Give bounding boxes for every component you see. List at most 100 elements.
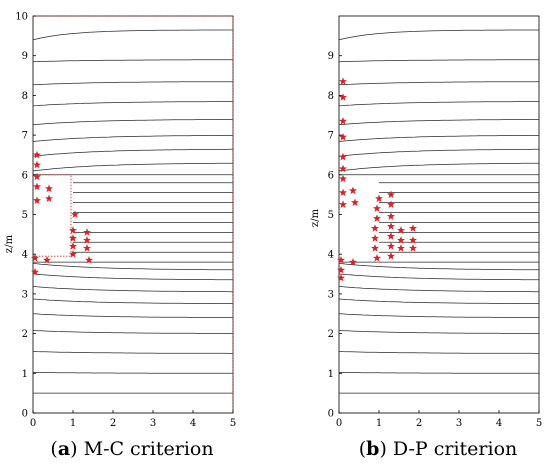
plastic-zone-star: [373, 214, 381, 222]
plastic-zone-star: [351, 198, 359, 206]
plastic-zone-star: [83, 236, 91, 244]
panel-a-caption-letter: a: [58, 438, 70, 460]
y-tick-label: 8: [328, 91, 334, 102]
y-tick-label: 6: [22, 170, 28, 181]
plastic-zone-star: [339, 93, 347, 101]
mesh-horizontal-line: [32, 101, 233, 107]
x-tick-label: 4: [190, 418, 196, 429]
plastic-zone-star: [339, 188, 347, 197]
mesh-horizontal-line: [32, 330, 233, 334]
y-tick-label: 0: [22, 409, 28, 420]
mesh-horizontal-line: [338, 351, 539, 354]
y-tick-label: 5: [328, 210, 334, 221]
mesh-horizontal-line: [32, 286, 233, 293]
mesh-horizontal-line: [32, 263, 233, 271]
panel-a-y-axis: 0 1 2 3 4 5 6 7 8 9 10: [15, 12, 36, 420]
plastic-zone-star: [373, 204, 381, 212]
mesh-horizontal-line: [338, 162, 540, 172]
mesh-horizontal-line: [338, 29, 539, 41]
mesh-horizontal-line: [338, 101, 539, 107]
mesh-horizontal-line: [32, 313, 233, 318]
top-boundary-dotted: [33, 15, 234, 413]
panel-a-dotted-outline: [33, 15, 234, 413]
mesh-horizontal-line: [32, 298, 233, 304]
plastic-zone-star: [387, 232, 395, 240]
plastic-zone-star: [387, 242, 395, 250]
plastic-zone-star: [349, 186, 357, 195]
plastic-zone-star: [83, 228, 91, 236]
plastic-zone-star: [45, 184, 53, 193]
x-tick-label: 2: [110, 418, 116, 429]
plastic-zone-star: [387, 190, 395, 199]
y-tick-label: 7: [22, 131, 28, 142]
y-tick-label: 5: [22, 210, 28, 221]
x-tick-label: 1: [70, 418, 76, 429]
plastic-zone-star: [371, 224, 379, 232]
y-tick-label: 3: [328, 289, 334, 300]
y-tick-label: 6: [328, 170, 334, 181]
plastic-zone-star: [339, 164, 347, 173]
mesh-horizontal-line: [338, 330, 539, 334]
x-tick-label: 3: [150, 418, 156, 429]
plastic-zone-star: [339, 117, 347, 125]
mesh-horizontal-line: [32, 119, 233, 126]
plastic-zone-star: [45, 194, 53, 203]
y-tick-label: 2: [328, 329, 334, 340]
panel-a-x-axis: 0 1 2 3 4 5: [30, 410, 236, 429]
plastic-zone-star: [337, 273, 345, 282]
plastic-zone-star: [43, 255, 51, 264]
plastic-zone-star: [409, 236, 417, 244]
x-tick-label: 5: [230, 418, 236, 429]
plastic-zone-star: [85, 255, 93, 264]
mesh-horizontal-line: [338, 273, 539, 281]
y-tick-label: 3: [22, 289, 28, 300]
panel-a-caption: (a) M-C criterion: [50, 438, 213, 460]
plastic-zone-star: [387, 212, 395, 220]
x-tick-label: 3: [456, 418, 462, 429]
mesh-horizontal-line: [338, 81, 539, 86]
plastic-zone-star: [371, 234, 379, 242]
plastic-zone-star: [387, 200, 395, 208]
panel-a-mc-criterion: 0 1 2 3 4 5 0 1 2 3 4 5 6 7 8 9 10 z/m (a) M-C criterio…: [4, 12, 236, 461]
x-tick-label: 4: [496, 418, 502, 429]
x-tick-label: 0: [30, 418, 36, 429]
mesh-horizontal-line: [338, 59, 539, 63]
mesh-horizontal-line: [32, 273, 233, 281]
mesh-horizontal-line: [338, 148, 539, 157]
y-tick-label: 4: [22, 250, 28, 261]
plastic-zone-star: [337, 265, 345, 274]
mesh-horizontal-line: [32, 162, 234, 172]
mesh-horizontal-line: [338, 135, 539, 142]
mesh-horizontal-line: [32, 135, 233, 142]
y-tick-label: 9: [22, 51, 28, 62]
plastic-zone-star: [409, 224, 417, 232]
plastic-zone-star: [373, 253, 381, 262]
plastic-zone-star: [339, 174, 347, 183]
panel-b-dp-criterion: 0 1 2 3 4 5 0 1 2 3 4 5 6 7 8 9 z/m (b) D-P criterion: [310, 15, 542, 460]
y-tick-label: 4: [328, 250, 334, 261]
y-tick-label: 10: [15, 12, 28, 23]
y-tick-label: 8: [22, 91, 28, 102]
plastic-zone-star: [339, 77, 347, 85]
plastic-zone-star: [69, 242, 77, 250]
x-tick-label: 5: [536, 418, 542, 429]
panel-a-y-axis-label: z/m: [4, 234, 15, 253]
mesh-horizontal-line: [32, 148, 233, 157]
mesh-horizontal-line: [32, 81, 233, 86]
panel-b-caption: (b) D-P criterion: [359, 438, 518, 460]
y-tick-label: 2: [22, 329, 28, 340]
cavity-outline-dotted: [33, 174, 72, 257]
plastic-zone-star: [339, 132, 347, 141]
plastic-zone-star: [339, 200, 347, 208]
plastic-zone-star: [69, 226, 77, 234]
plastic-zone-star: [33, 182, 41, 191]
panel-a-plastic-zone: [31, 150, 93, 276]
plastic-zone-star: [33, 172, 41, 181]
x-tick-label: 0: [336, 418, 342, 429]
panel-b-y-axis-label: z/m: [310, 208, 321, 227]
plastic-zone-star: [69, 234, 77, 242]
mesh-horizontal-line: [338, 263, 539, 271]
plastic-zone-star: [31, 253, 39, 262]
plastic-zone-star: [69, 250, 77, 258]
